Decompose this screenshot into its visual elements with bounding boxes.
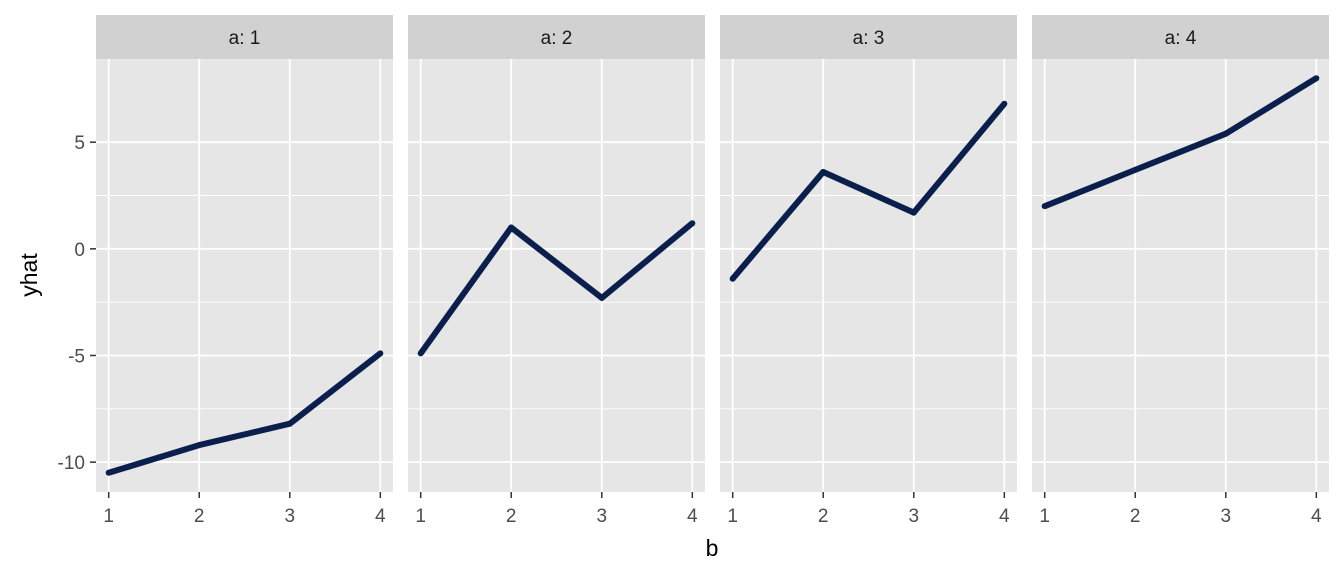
plot-panel-3 bbox=[720, 59, 1017, 492]
facet-panel-4: a: 4 1 2 3 4 bbox=[1032, 15, 1329, 527]
x-tick-label: 4 bbox=[687, 506, 698, 527]
plot-panel-2 bbox=[408, 59, 705, 492]
plot-panel-4 bbox=[1032, 59, 1329, 492]
x-tick-label: 3 bbox=[908, 506, 919, 527]
facet-panel-2: a: 2 1 2 3 4 bbox=[408, 15, 705, 527]
data-point bbox=[1313, 75, 1320, 82]
x-tick-label: 4 bbox=[375, 506, 386, 527]
data-point bbox=[729, 275, 736, 282]
data-point bbox=[417, 350, 424, 357]
x-tick-label: 3 bbox=[1220, 506, 1231, 527]
data-point bbox=[910, 209, 917, 216]
x-tick-label: 1 bbox=[415, 506, 426, 527]
y-tick-label: -10 bbox=[58, 453, 85, 474]
facet-panel-3: a: 3 1 2 3 4 bbox=[720, 15, 1017, 527]
facet-strip-2 bbox=[408, 15, 705, 59]
plot-panel-1 bbox=[96, 59, 393, 492]
facet-strip-label-4: a: 4 bbox=[1165, 28, 1197, 49]
data-point bbox=[820, 169, 827, 176]
x-tick-label: 1 bbox=[727, 506, 738, 527]
x-tick-label: 4 bbox=[999, 506, 1010, 527]
y-tick-label: 5 bbox=[74, 133, 85, 154]
facet-strip-1 bbox=[96, 15, 393, 59]
y-axis: -10 -5 0 5 bbox=[58, 133, 96, 474]
series-line-4 bbox=[1043, 75, 1318, 209]
x-tick-label: 1 bbox=[103, 506, 114, 527]
facet-strip-label-2: a: 2 bbox=[541, 28, 573, 49]
data-point bbox=[105, 469, 112, 476]
x-tick-label: 3 bbox=[596, 506, 607, 527]
y-tick-label: -5 bbox=[68, 346, 85, 367]
facet-panel-1: a: 1 1 2 3 4 bbox=[96, 15, 393, 527]
y-tick-label: 0 bbox=[74, 240, 85, 261]
data-point bbox=[286, 420, 293, 427]
facet-strip-label-1: a: 1 bbox=[229, 28, 261, 49]
data-point bbox=[1132, 166, 1139, 173]
data-point bbox=[1222, 130, 1229, 137]
data-point bbox=[1041, 203, 1048, 210]
data-point bbox=[1001, 100, 1008, 107]
x-tick-label: 2 bbox=[506, 506, 517, 527]
facet-strip-label-3: a: 3 bbox=[853, 28, 885, 49]
series-line-3 bbox=[730, 101, 1007, 281]
facet-strip-4 bbox=[1032, 15, 1329, 59]
data-point bbox=[377, 350, 384, 357]
x-tick-label: 2 bbox=[194, 506, 205, 527]
x-tick-label: 4 bbox=[1311, 506, 1322, 527]
x-tick-label: 2 bbox=[1130, 506, 1141, 527]
data-point bbox=[196, 442, 203, 449]
facet-panels: a: 1 1 2 3 4 a: 2 1 2 3 4 a: 3 1 2 3 4 a: 4 1 2 3 4 bbox=[96, 15, 1329, 527]
x-tick-label: 3 bbox=[284, 506, 295, 527]
series-line-2 bbox=[418, 220, 695, 356]
data-point bbox=[508, 224, 515, 231]
y-axis-title: yhat bbox=[16, 253, 42, 297]
x-tick-label: 1 bbox=[1039, 506, 1050, 527]
x-tick-label: 2 bbox=[818, 506, 829, 527]
data-point bbox=[689, 220, 696, 227]
data-point bbox=[598, 294, 605, 301]
series-line-1 bbox=[107, 351, 383, 476]
x-axis-title: b bbox=[706, 535, 719, 561]
facet-strip-3 bbox=[720, 15, 1017, 59]
